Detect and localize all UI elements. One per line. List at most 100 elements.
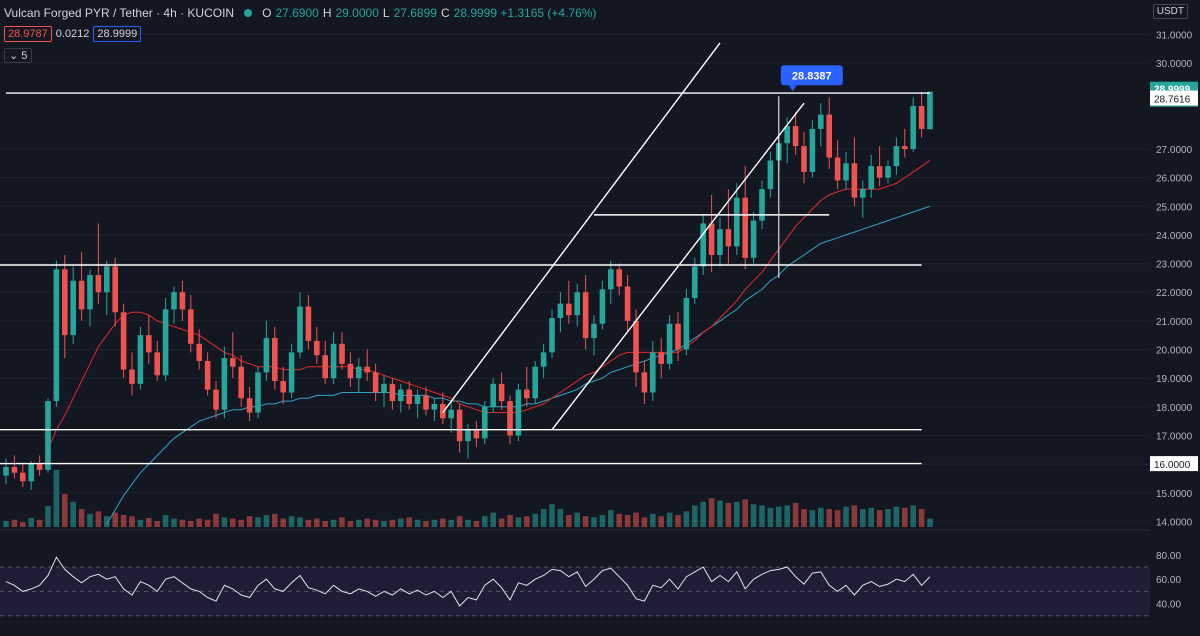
candle (456, 403, 463, 453)
volume-bar (154, 521, 160, 527)
volume-bar (230, 518, 236, 527)
candle-body (927, 91, 933, 130)
volume-bar (414, 519, 421, 527)
open-label: O (262, 6, 272, 20)
candle-body (750, 220, 757, 258)
close-value: 28.9999 +1.3165 (+4.76%) (453, 6, 597, 20)
volume-bar (708, 498, 715, 527)
volume-bar (196, 518, 202, 527)
candle (414, 389, 421, 419)
candle (356, 358, 362, 393)
volume-bar (3, 521, 9, 527)
volume-bar (372, 519, 379, 527)
volume-bar (549, 504, 555, 527)
candle-body (364, 366, 370, 373)
volume-bar (389, 519, 396, 527)
volume-bar (767, 507, 774, 527)
price-tick-label: 30.0000 (1156, 59, 1193, 70)
candle (28, 461, 34, 490)
volume-bar (566, 515, 572, 527)
volume-bar (288, 516, 295, 527)
candle (616, 263, 622, 296)
candle-body (322, 355, 328, 379)
price-tick-label: 20.0000 (1156, 346, 1193, 357)
volume-bar (498, 518, 505, 527)
candle (498, 372, 505, 410)
volume-bars (3, 470, 933, 527)
candle-body (700, 223, 706, 267)
candle-body (112, 266, 118, 313)
quote-row: 28.9787 0.0212 28.9999 (4, 26, 142, 42)
volume-bar (406, 517, 412, 527)
volume-bar (717, 500, 723, 527)
rsi-tick-label: 60.00 (1156, 575, 1181, 586)
candle (599, 280, 606, 330)
rsi-pane[interactable]: 80.00 60.00 40.00 (0, 529, 1181, 617)
price-axis[interactable]: 31.0000 30.0000 27.0000 26.0000 25.0000 24.00… (1150, 30, 1198, 528)
volume-bar (146, 518, 152, 527)
candle (339, 332, 345, 370)
candle (843, 151, 849, 190)
candle-body (70, 280, 76, 336)
collapse-indicators-button[interactable]: ⌄ 5 (4, 48, 33, 63)
volume-bar (70, 501, 76, 527)
candle (179, 280, 186, 321)
candle (851, 137, 858, 207)
candle-body (675, 323, 681, 350)
buy-price[interactable]: 28.9999 (93, 26, 142, 42)
volume-bar (582, 516, 589, 527)
volume-bar (213, 513, 219, 527)
sell-price[interactable]: 28.9787 (4, 26, 52, 42)
volume-bar (918, 509, 925, 527)
candle-body (515, 389, 522, 436)
ma-fast-path (47, 159, 931, 450)
candle-body (288, 352, 295, 393)
candle (188, 295, 194, 353)
candle-body (616, 269, 622, 287)
candle (742, 166, 748, 270)
candle-body (137, 335, 144, 384)
volume-bar (683, 511, 690, 527)
candle (591, 315, 597, 356)
trend-lines[interactable] (0, 42, 930, 465)
candle-body (162, 309, 169, 376)
candle-body (398, 389, 404, 402)
volume-bar (868, 507, 874, 527)
candle-body (465, 429, 471, 442)
volume-bar (826, 509, 832, 527)
candle (112, 257, 118, 327)
candle (3, 458, 9, 485)
candle-body (759, 189, 765, 221)
volume-bar (700, 501, 706, 527)
candle-body (213, 389, 219, 410)
currency-badge[interactable]: USDT (1152, 4, 1188, 19)
volume-bar (515, 517, 522, 527)
candle (767, 151, 774, 198)
candle (515, 383, 522, 442)
candle (927, 91, 933, 130)
candle (759, 180, 765, 230)
candle-body (582, 292, 589, 339)
candle (566, 280, 572, 324)
candle (95, 223, 102, 304)
candle-body (482, 406, 488, 439)
volume-bar (692, 505, 698, 527)
candle (734, 183, 740, 255)
volume-bar (339, 517, 345, 527)
symbol-title[interactable]: Vulcan Forged PYR / Tether · 4h · KUCOIN (4, 6, 235, 20)
candle-body (692, 266, 698, 298)
open-value: 27.6900 (275, 6, 319, 20)
volume-bar (608, 510, 614, 527)
candle (146, 315, 152, 364)
volume-bar (750, 504, 757, 527)
channel-lower (551, 102, 805, 431)
candle-body (356, 366, 362, 379)
candle-body (372, 372, 379, 393)
price-tick-label: 14.0000 (1156, 517, 1193, 528)
volume-bar (742, 499, 748, 527)
candle-body (78, 280, 85, 310)
candle-body (717, 229, 723, 255)
candle-body (784, 126, 790, 144)
candle-body (599, 289, 606, 324)
